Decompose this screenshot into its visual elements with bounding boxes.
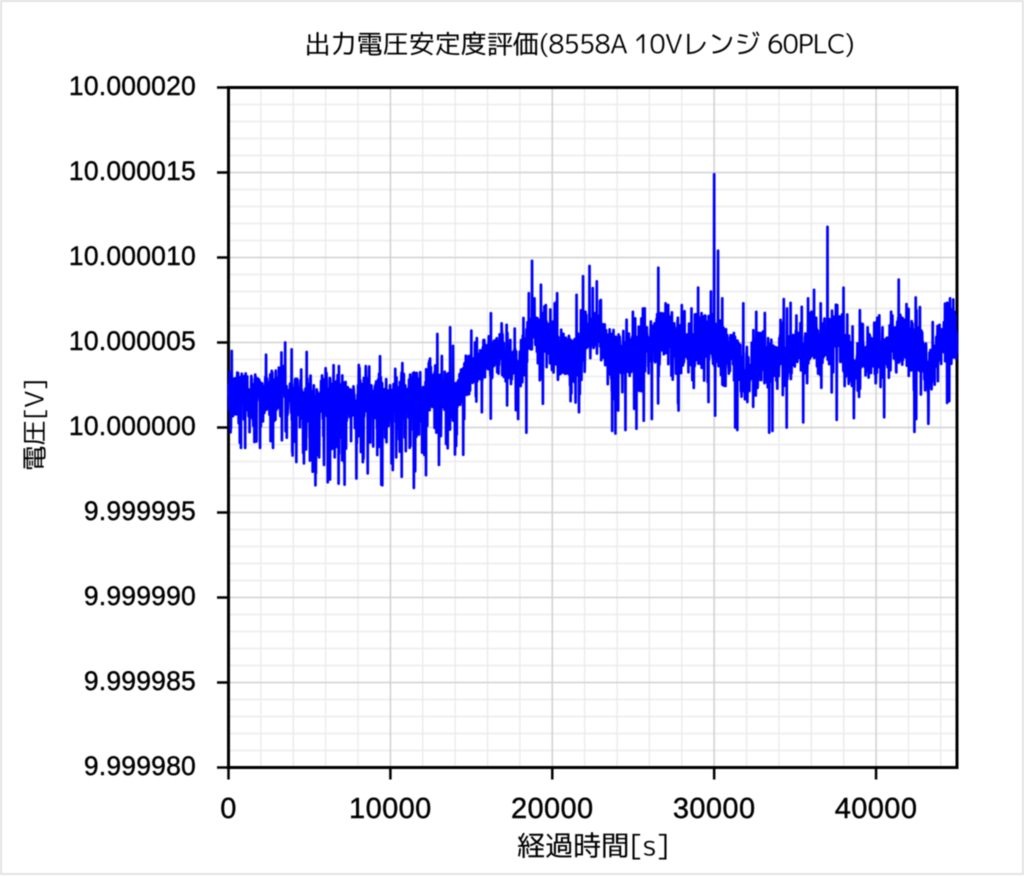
x-axis-title [518, 832, 667, 860]
y-tick-label: 9.999990 [83, 581, 196, 612]
y-tick-label: 9.999985 [83, 666, 196, 697]
y-tick-label: 10.000000 [68, 411, 196, 442]
axis-tick-marks [217, 86, 878, 780]
plot-border [227, 86, 959, 769]
y-tick-label: 10.000020 [68, 71, 196, 102]
x-tick-label: 30000 [672, 793, 756, 825]
voltage-series-line [227, 172, 959, 490]
chart-title-glyphs [307, 31, 853, 57]
y-tick-label: 9.999995 [83, 496, 196, 527]
y-tick-label: 10.000010 [68, 241, 196, 272]
y-axis-title-glyphs [23, 381, 48, 470]
y-tick-label: 9.999980 [83, 751, 196, 782]
x-tick-label: 0 [220, 793, 237, 825]
chart-title [307, 31, 853, 57]
x-tick-label: 40000 [834, 793, 918, 825]
y-axis-title [23, 381, 48, 470]
x-axis-title-glyphs [518, 832, 667, 860]
y-tick-label: 10.000015 [68, 156, 196, 187]
x-tick-label: 20000 [510, 793, 594, 825]
y-tick-label: 10.000005 [68, 326, 196, 357]
x-tick-label: 10000 [349, 793, 432, 825]
